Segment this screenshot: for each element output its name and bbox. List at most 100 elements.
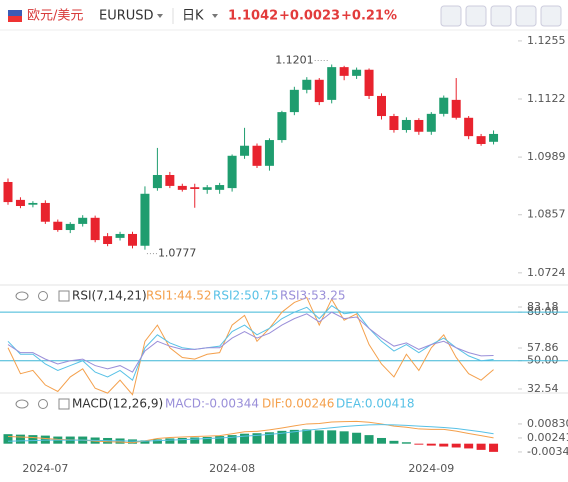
candle-body bbox=[451, 99, 461, 118]
candle-body bbox=[202, 187, 212, 190]
y-tick-label: 1.1255 bbox=[527, 34, 566, 47]
macd-bar bbox=[177, 437, 187, 444]
candle-body bbox=[215, 185, 225, 190]
macd-bar bbox=[28, 435, 38, 444]
macd-bar bbox=[240, 433, 250, 444]
y-tick-label: 57.86 bbox=[527, 341, 559, 354]
macd-bar bbox=[302, 429, 312, 444]
macd-bar bbox=[364, 435, 374, 444]
max-price-label: 1.1201 bbox=[275, 54, 314, 67]
macd-bar bbox=[389, 440, 399, 444]
gear-icon[interactable] bbox=[38, 291, 48, 301]
legend-entry: DIF:0.00246 bbox=[262, 397, 334, 411]
macd-bar bbox=[426, 443, 436, 446]
tool-button[interactable] bbox=[440, 5, 462, 27]
candle-body bbox=[3, 181, 13, 203]
macd-bar bbox=[215, 436, 225, 444]
toolbar bbox=[440, 5, 562, 27]
macd-bar bbox=[190, 437, 200, 444]
pair-name[interactable]: 欧元/美元 bbox=[27, 9, 83, 24]
x-tick-label: 2024-07 bbox=[22, 462, 68, 475]
legend-entry: RSI2:50.75 bbox=[213, 289, 279, 303]
macd-bar bbox=[352, 432, 362, 444]
y-tick-label: 1.0724 bbox=[527, 266, 566, 279]
dropdown-arrow[interactable] bbox=[212, 14, 218, 18]
y-tick-label: 0.00241 bbox=[527, 431, 568, 444]
flag-icon-stripe bbox=[8, 16, 22, 22]
tool-button[interactable] bbox=[465, 5, 487, 27]
candle-body bbox=[190, 187, 200, 189]
macd-bar bbox=[3, 434, 13, 444]
macd-bar bbox=[414, 443, 424, 445]
macd-bar bbox=[264, 432, 274, 444]
candle-body bbox=[264, 140, 274, 166]
change-pct: +0.21% bbox=[341, 9, 397, 24]
candle-body bbox=[103, 236, 113, 245]
candle-body bbox=[401, 119, 411, 131]
candle-body bbox=[352, 69, 362, 76]
macd-bar bbox=[140, 440, 150, 444]
macd-bar bbox=[476, 443, 486, 450]
eye-icon[interactable] bbox=[15, 399, 29, 409]
box-icon[interactable] bbox=[58, 290, 70, 302]
candle-body bbox=[464, 117, 474, 137]
candle-body bbox=[439, 97, 449, 114]
candle-body bbox=[165, 174, 175, 186]
macd-bar bbox=[439, 443, 449, 447]
y-tick-label: 32.54 bbox=[527, 382, 559, 395]
x-tick-label: 2024-08 bbox=[209, 462, 255, 475]
tool-button[interactable] bbox=[540, 5, 562, 27]
x-tick-label: 2024-09 bbox=[408, 462, 454, 475]
candle-body bbox=[377, 95, 386, 117]
candle-body bbox=[364, 69, 374, 96]
candle-body bbox=[53, 221, 63, 231]
candle-body bbox=[15, 199, 25, 207]
candle-body bbox=[389, 116, 399, 131]
macd-bar bbox=[202, 437, 212, 444]
y-tick-label: 0.00830 bbox=[527, 417, 568, 430]
macd-bar bbox=[489, 443, 499, 452]
period[interactable]: 日K bbox=[182, 9, 204, 24]
candle-body bbox=[426, 113, 436, 132]
candle-body bbox=[152, 174, 162, 189]
price: 1.1042 bbox=[228, 9, 278, 24]
legend-entry: DEA:0.00418 bbox=[336, 397, 415, 411]
macd-bar bbox=[277, 430, 287, 444]
dropdown-arrow[interactable] bbox=[157, 14, 163, 18]
min-price-label: 1.0777 bbox=[158, 247, 197, 260]
macd-bar bbox=[15, 434, 25, 444]
candle-body bbox=[40, 202, 50, 222]
indicator-line bbox=[7, 296, 494, 396]
box-icon[interactable] bbox=[58, 398, 70, 410]
macd-bar bbox=[464, 443, 474, 449]
gear-icon[interactable] bbox=[38, 399, 48, 409]
indicator-title: RSI(7,14,21) bbox=[72, 289, 147, 303]
macd-bar bbox=[327, 430, 337, 444]
candle-body bbox=[28, 202, 38, 205]
candle-body bbox=[289, 89, 299, 113]
candle-body bbox=[140, 193, 150, 246]
symbol[interactable]: EURUSD bbox=[99, 9, 154, 24]
candle-body bbox=[414, 119, 424, 132]
indicator-line bbox=[7, 305, 494, 381]
macd-bar bbox=[152, 439, 162, 444]
candle-body bbox=[339, 67, 349, 76]
candle-body bbox=[314, 79, 324, 103]
candle-body bbox=[302, 79, 312, 90]
macd-bar bbox=[252, 433, 262, 444]
candle-body bbox=[78, 217, 88, 224]
macd-bar bbox=[227, 435, 237, 444]
indicator-line bbox=[7, 424, 494, 442]
macd-bar bbox=[314, 430, 324, 444]
macd-bar bbox=[339, 431, 349, 444]
candle-body bbox=[177, 185, 187, 190]
legend-entry: RSI1:44.52 bbox=[146, 289, 212, 303]
tool-button[interactable] bbox=[515, 5, 537, 27]
candle-body bbox=[476, 136, 486, 144]
eye-icon[interactable] bbox=[15, 291, 29, 301]
y-tick-label: 1.1122 bbox=[527, 92, 566, 105]
tool-button[interactable] bbox=[490, 5, 512, 27]
candle-body bbox=[90, 217, 100, 241]
candle-body bbox=[227, 155, 237, 189]
